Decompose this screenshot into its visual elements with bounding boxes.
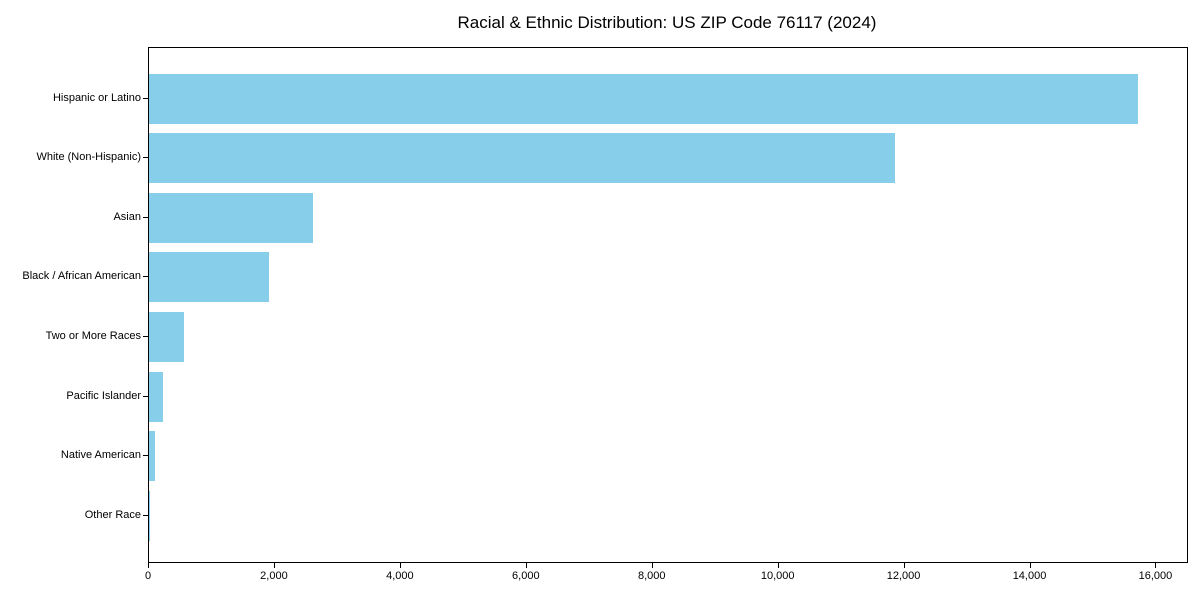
y-axis-tick <box>143 97 148 99</box>
x-axis-tick <box>148 563 149 568</box>
x-axis-tick-label: 14,000 <box>1012 570 1047 582</box>
y-axis-tick <box>143 455 148 457</box>
x-axis-tick-label: 0 <box>144 570 152 582</box>
y-axis-tick <box>143 336 148 338</box>
x-axis-tick <box>1155 563 1157 568</box>
bar-white-non-hispanic <box>149 133 896 184</box>
y-axis-tick <box>143 514 148 516</box>
x-axis-tick <box>1029 563 1031 568</box>
x-axis-tick <box>903 563 905 568</box>
x-axis-tick <box>651 563 653 568</box>
x-axis-tick <box>777 563 779 568</box>
x-axis-tick <box>399 563 401 568</box>
bar-native-american <box>149 431 155 482</box>
x-axis-tick-label: 4,000 <box>386 570 414 582</box>
y-axis-tick <box>143 395 148 397</box>
x-axis-tick-label: 12,000 <box>886 570 921 582</box>
plot-area <box>148 47 1188 563</box>
x-axis-tick-label: 6,000 <box>512 570 540 582</box>
y-axis-tick <box>143 216 148 218</box>
bar-black-african-american <box>149 252 269 303</box>
x-axis-tick-label: 16,000 <box>1138 570 1173 582</box>
y-axis-label-native-american: Native American <box>60 449 141 462</box>
x-axis-tick-label: 10,000 <box>760 570 795 582</box>
bar-asian <box>149 192 313 243</box>
y-axis-label-black-african-american: Black / African American <box>22 270 141 283</box>
x-axis-tick <box>273 563 275 568</box>
y-axis-label-two-or-more-races: Two or More Races <box>45 330 141 343</box>
bar-two-or-more-races <box>149 312 184 363</box>
bar-pacific-islander <box>149 371 163 422</box>
bar-other-race <box>149 490 150 541</box>
chart-title: Racial & Ethnic Distribution: US ZIP Cod… <box>457 13 877 32</box>
y-axis-tick <box>143 157 148 159</box>
x-axis-tick <box>525 563 527 568</box>
bar-hispanic-or-latino <box>149 73 1138 124</box>
x-axis-tick-label: 2,000 <box>260 570 288 582</box>
y-axis-label-pacific-islander: Pacific Islander <box>66 389 141 402</box>
y-axis-label-hispanic-or-latino: Hispanic or Latino <box>52 91 141 104</box>
y-axis-label-white-non-hispanic: White (Non-Hispanic) <box>36 151 141 164</box>
y-axis-label-other-race: Other Race <box>84 508 141 521</box>
y-axis-label-asian: Asian <box>113 210 141 223</box>
x-axis-tick-label: 8,000 <box>637 570 666 582</box>
y-axis-tick <box>143 276 148 278</box>
